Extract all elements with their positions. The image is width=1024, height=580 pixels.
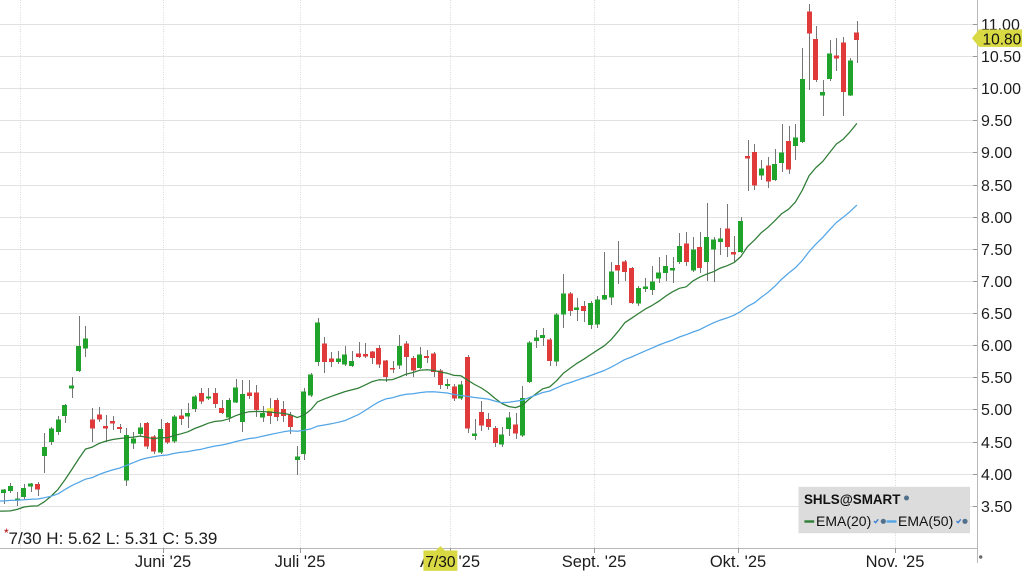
svg-text:10.50: 10.50 bbox=[981, 49, 1021, 66]
svg-text:7/30: 7/30 bbox=[425, 554, 456, 571]
svg-text:7/30 H: 5.62 L: 5.31 C: 5.39: 7/30 H: 5.62 L: 5.31 C: 5.39 bbox=[9, 529, 218, 548]
svg-text:8.50: 8.50 bbox=[981, 178, 1012, 195]
svg-text:6.50: 6.50 bbox=[981, 306, 1012, 323]
svg-text:Juni '25: Juni '25 bbox=[135, 553, 191, 571]
svg-text:9.50: 9.50 bbox=[981, 113, 1012, 130]
svg-text:6.00: 6.00 bbox=[981, 338, 1012, 355]
svg-text:10.00: 10.00 bbox=[981, 81, 1021, 98]
svg-text:SHLS@SMART: SHLS@SMART bbox=[804, 492, 901, 507]
svg-text:EMA(50): EMA(50) bbox=[898, 513, 953, 529]
svg-text:4.50: 4.50 bbox=[981, 435, 1012, 452]
svg-text:5.00: 5.00 bbox=[981, 402, 1012, 419]
svg-text:3.50: 3.50 bbox=[981, 499, 1012, 516]
svg-text:Okt. '25: Okt. '25 bbox=[710, 553, 766, 571]
svg-text:4.00: 4.00 bbox=[981, 467, 1012, 484]
svg-text:7.00: 7.00 bbox=[981, 274, 1012, 291]
svg-text:*: * bbox=[4, 526, 9, 540]
svg-text:EMA(20): EMA(20) bbox=[816, 513, 871, 529]
svg-text:Sept. '25: Sept. '25 bbox=[562, 553, 627, 571]
svg-text:9.00: 9.00 bbox=[981, 145, 1012, 162]
svg-text:Juli '25: Juli '25 bbox=[275, 553, 326, 571]
svg-text:5.50: 5.50 bbox=[981, 370, 1012, 387]
svg-text:7.50: 7.50 bbox=[981, 242, 1012, 259]
svg-text:10.80: 10.80 bbox=[983, 32, 1022, 49]
svg-text:Nov. '25: Nov. '25 bbox=[866, 553, 925, 571]
svg-text:8.00: 8.00 bbox=[981, 210, 1012, 227]
